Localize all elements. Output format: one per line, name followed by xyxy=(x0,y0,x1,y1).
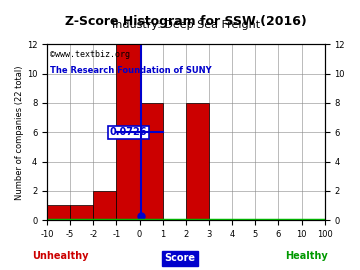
Text: Industry: Deep Sea Freight: Industry: Deep Sea Freight xyxy=(112,19,260,29)
Text: Score: Score xyxy=(165,253,195,263)
Y-axis label: Number of companies (22 total): Number of companies (22 total) xyxy=(15,65,24,200)
Bar xyxy=(70,205,93,220)
Text: 0.0726: 0.0726 xyxy=(110,127,147,137)
Bar xyxy=(116,45,140,220)
Bar xyxy=(93,191,116,220)
Text: Healthy: Healthy xyxy=(285,251,328,261)
Text: The Research Foundation of SUNY: The Research Foundation of SUNY xyxy=(50,66,211,75)
Text: Unhealthy: Unhealthy xyxy=(32,251,89,261)
Bar xyxy=(140,103,163,220)
Text: ©www.textbiz.org: ©www.textbiz.org xyxy=(50,50,130,59)
Bar xyxy=(47,205,70,220)
Title: Z-Score Histogram for SSW (2016): Z-Score Histogram for SSW (2016) xyxy=(65,15,307,28)
Bar xyxy=(186,103,209,220)
